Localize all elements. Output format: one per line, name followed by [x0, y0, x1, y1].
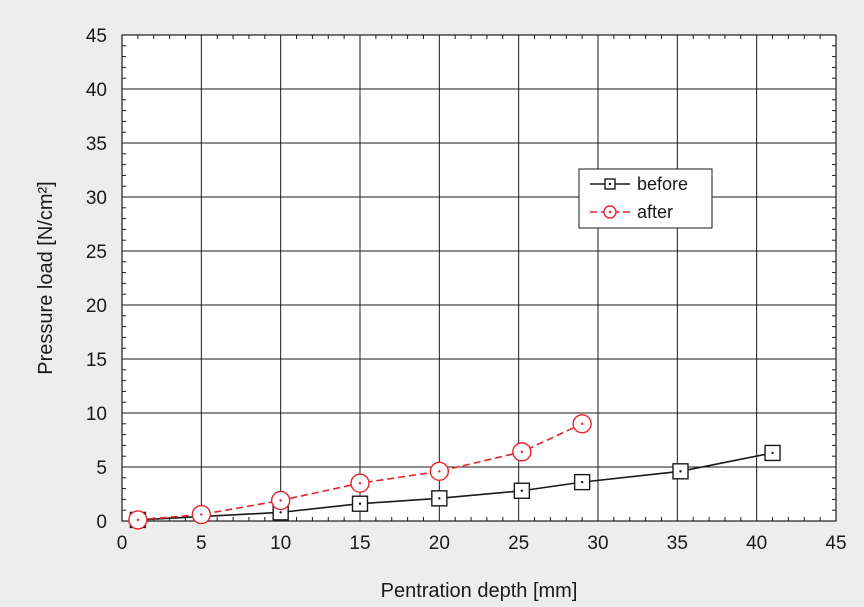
y-tick-label: 20 [86, 296, 107, 317]
x-tick-labels: 0 5 10 15 20 25 30 35 40 45 [117, 533, 847, 554]
marker-dot [438, 470, 441, 473]
marker-dot [580, 480, 584, 484]
data-point-before [764, 444, 781, 462]
x-tick-label: 20 [429, 533, 450, 554]
x-tick-label: 10 [270, 533, 291, 554]
x-tick-label: 45 [825, 533, 846, 554]
data-point-after [270, 490, 291, 511]
marker-dot [520, 450, 524, 454]
legend-entry-after: after [590, 202, 673, 222]
y-tick-label: 35 [86, 134, 107, 155]
y-tick-label: 40 [86, 80, 107, 101]
marker-dot [279, 511, 282, 514]
series [128, 414, 781, 530]
marker-dot [200, 513, 203, 516]
legend-label: before [637, 174, 688, 194]
data-point-after [512, 442, 532, 462]
x-tick-label: 40 [746, 533, 767, 554]
data-point-after [572, 414, 592, 434]
legend-entry-before: before [590, 174, 688, 194]
legend-box [578, 168, 713, 229]
y-tick-label: 45 [86, 26, 107, 47]
x-tick-label: 5 [196, 533, 207, 554]
marker-dot [279, 499, 282, 502]
marker-dot [580, 422, 584, 425]
y-tick-label: 10 [86, 404, 107, 425]
data-point-before [672, 463, 689, 480]
data-point-before [513, 482, 531, 499]
series-line-before [137, 452, 773, 521]
data-point-before [431, 490, 448, 507]
data-point-after [350, 473, 370, 493]
marker-dot [438, 497, 441, 500]
data-point-before [573, 473, 591, 491]
y-tick-label: 0 [96, 512, 107, 533]
y-tick-label: 5 [96, 458, 107, 479]
marker-dot [520, 489, 524, 492]
marker-dot [358, 502, 362, 505]
marker-dot [679, 470, 682, 473]
data-point-after [191, 504, 212, 525]
y-tick-label: 30 [86, 188, 107, 209]
y-tick-label: 25 [86, 242, 107, 263]
data-point-after [429, 461, 450, 482]
y-axis-label: Pressure load [N/cm²] [35, 181, 57, 374]
data-point-after [128, 510, 148, 530]
legend: before after [578, 168, 713, 229]
x-tick-label: 25 [508, 533, 529, 554]
marker-dot [608, 182, 612, 186]
x-tick-label: 30 [587, 533, 608, 554]
marker-dot [771, 451, 774, 455]
x-tick-label: 15 [349, 533, 370, 554]
x-tick-label: 35 [667, 533, 688, 554]
plot-frame [121, 34, 837, 522]
y-tick-label: 15 [86, 350, 107, 371]
marker-dot [608, 210, 612, 214]
x-axis-label: Pentration depth [mm] [381, 580, 578, 602]
plot-area [122, 35, 836, 521]
legend-label: after [637, 202, 673, 222]
grid [122, 35, 836, 521]
series-after [128, 414, 592, 530]
marker-dot [358, 482, 362, 485]
marker-dot [136, 518, 140, 522]
data-point-before [351, 495, 369, 512]
x-tick-label: 0 [117, 533, 128, 554]
y-tick-labels: 0 5 10 15 20 25 30 35 40 45 [86, 26, 107, 533]
